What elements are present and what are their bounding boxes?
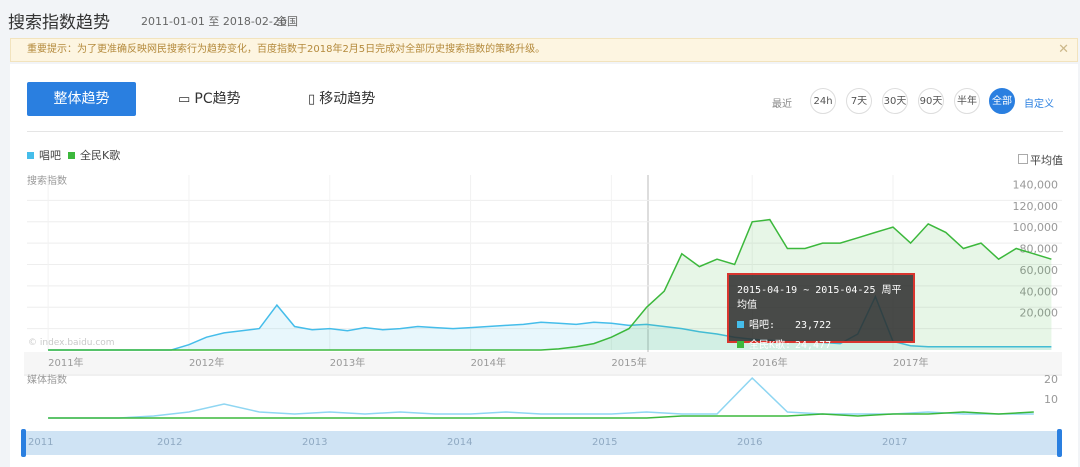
- navigator: [24, 431, 1062, 455]
- navigator-label: 2016: [737, 437, 762, 448]
- range-button[interactable]: 30天: [882, 88, 908, 114]
- tooltip-label: 全民K歌:: [749, 340, 792, 351]
- range-button[interactable]: 7天: [846, 88, 872, 114]
- legend-label: 唱吧: [39, 149, 61, 162]
- y-tick-label: 120,000: [1013, 200, 1059, 213]
- tooltip-value: 23,722: [795, 320, 832, 331]
- tooltip-label: 唱吧:: [749, 320, 776, 331]
- navigator-handle[interactable]: [21, 429, 26, 457]
- tooltip: 2015-04-19 ~ 2015-04-25 周平均值 唱吧: 23,722 全…: [727, 273, 915, 351]
- tab[interactable]: ▯ 移动趋势: [308, 91, 376, 107]
- navigator-label: 2011: [28, 437, 53, 448]
- navigator-label: 2015: [592, 437, 617, 448]
- legend-swatch: [27, 152, 34, 159]
- tab[interactable]: 整体趋势: [27, 82, 136, 116]
- range-label: 最近: [772, 99, 792, 110]
- navigator-label: 2013: [302, 437, 327, 448]
- y-tick-label: 20: [1044, 373, 1058, 386]
- y-tick-label: 40,000: [1020, 285, 1059, 298]
- line: [48, 376, 1034, 419]
- region: 全国: [276, 15, 298, 28]
- notice: 重要提示：为了更准确反映网民搜索行为趋势变化，百度指数于2018年2月5日完成对…: [10, 38, 1078, 62]
- y-tick-label: 60,000: [1020, 264, 1059, 277]
- x-tick-label: 2016年: [752, 356, 787, 369]
- y-tick-label: 140,000: [1013, 178, 1059, 191]
- legend-item: 全民K歌: [68, 147, 120, 163]
- notice-text: 重要提示：为了更准确反映网民搜索行为趋势变化，百度指数于2018年2月5日完成对…: [27, 44, 546, 55]
- navigator-handle[interactable]: [1057, 429, 1062, 457]
- legend-label: 全民K歌: [80, 149, 121, 162]
- x-tick-label: 2012年: [189, 356, 224, 369]
- tab-label: PC趋势: [194, 91, 241, 107]
- x-tick-label: 2017年: [893, 356, 928, 369]
- tab-label: 移动趋势: [319, 91, 376, 107]
- watermark: © index.baidu.com: [28, 338, 115, 348]
- line: [48, 411, 1034, 419]
- tooltip-title: 2015-04-19 ~ 2015-04-25 周平均值: [737, 285, 902, 311]
- y-axis-title: 搜索指数: [27, 174, 67, 187]
- average-toggle[interactable]: 平均值: [1018, 152, 1063, 168]
- x-tick-label: 2014年: [471, 356, 506, 369]
- range-button[interactable]: 90天: [918, 88, 944, 114]
- tooltip-value: 24,477: [795, 340, 832, 351]
- x-tick-label: 2015年: [611, 356, 646, 369]
- custom-range[interactable]: 自定义: [1024, 99, 1054, 110]
- legend-item: 唱吧: [27, 147, 61, 163]
- x-axis-band: [24, 352, 1062, 374]
- navigator-label: 2017: [882, 437, 907, 448]
- y-axis-title: 媒体指数: [27, 373, 67, 386]
- range-button[interactable]: 24h: [810, 88, 836, 114]
- navigator-label: 2014: [447, 437, 472, 448]
- range-button[interactable]: 全部: [989, 88, 1015, 114]
- page-title: 搜索指数趋势: [8, 13, 110, 33]
- tooltip-swatch: [737, 321, 744, 328]
- y-tick-label: 10: [1044, 393, 1058, 406]
- close-button[interactable]: ✕: [1058, 42, 1069, 57]
- legend-swatch: [68, 152, 75, 159]
- y-tick-label: 20,000: [1020, 307, 1059, 320]
- range-button[interactable]: 半年: [954, 88, 980, 114]
- date-range: 2011-01-01 至 2018-02-26: [141, 15, 287, 28]
- navigator-label: 2012: [157, 437, 182, 448]
- line: [48, 218, 1052, 351]
- x-tick-label: 2013年: [330, 356, 365, 369]
- x-tick-label: 2011年: [48, 356, 83, 369]
- average-label: 平均值: [1030, 154, 1063, 167]
- tooltip-swatch: [737, 341, 744, 348]
- separator: [27, 131, 1063, 132]
- y-tick-label: 100,000: [1013, 221, 1059, 234]
- tab[interactable]: ▭ PC趋势: [178, 91, 241, 107]
